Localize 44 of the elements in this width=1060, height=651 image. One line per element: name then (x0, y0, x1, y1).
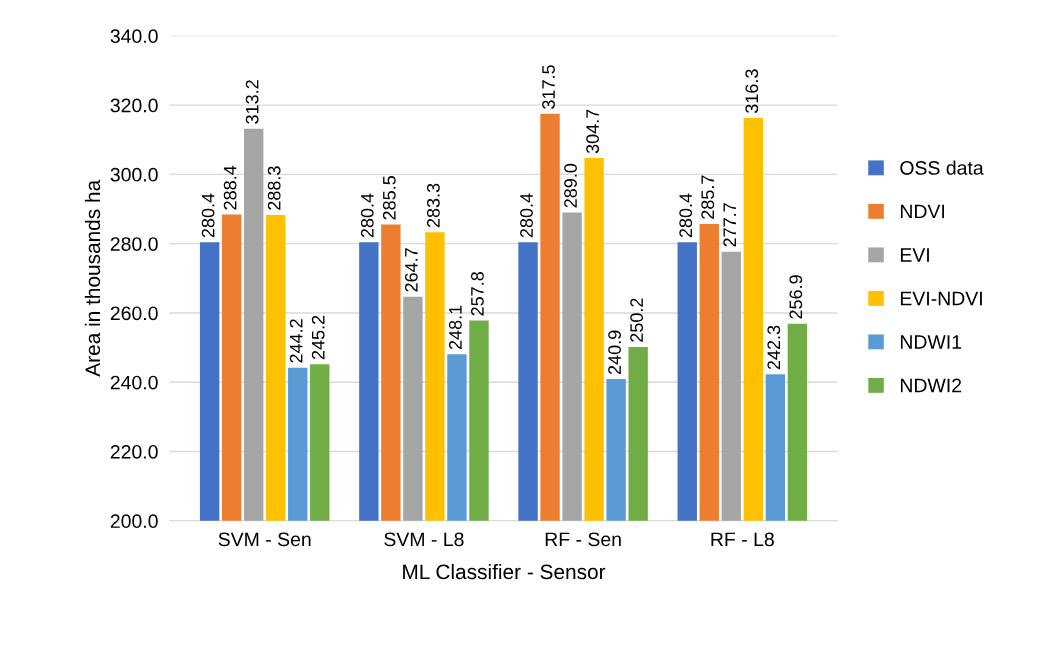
text: 280.4 (360, 193, 374, 238)
text: 256.9 (789, 275, 803, 319)
text: 277.7 (723, 203, 736, 247)
text: 285.5 (382, 176, 396, 220)
legend-label: NDWI2 (900, 378, 962, 393)
text: 248.1 (449, 305, 462, 350)
text: 317.5 (542, 65, 555, 109)
y-tick-label: 340.0 (110, 29, 158, 44)
text: 288.4 (223, 165, 237, 210)
legend-label: OSS data (900, 160, 984, 175)
text: 244.2 (289, 319, 303, 363)
text: 285.7 (701, 175, 715, 219)
text: 313.2 (245, 80, 259, 124)
text: 280.4 (520, 193, 533, 238)
text: 288.3 (267, 166, 281, 210)
x-axis-title: ML Classifier - Sensor (403, 563, 606, 580)
text: 289.0 (564, 163, 577, 208)
y-tick-label: 280.0 (110, 237, 158, 251)
text: 257.8 (471, 272, 484, 316)
y-tick-label: 200.0 (110, 514, 158, 529)
text: 283.3 (426, 183, 440, 228)
y-tick-label: 240.0 (110, 375, 158, 390)
y-tick-label: 220.0 (110, 444, 158, 459)
legend-label: EVI-NDVI (900, 291, 982, 306)
text: 242.3 (767, 325, 781, 370)
x-tick-label: RF - Sen (545, 532, 621, 547)
x-tick-label: SVM - L8 (384, 532, 464, 547)
y-tick-label: 320.0 (110, 98, 158, 113)
text: 245.2 (311, 315, 325, 360)
text: 280.4 (679, 193, 693, 238)
x-tick-label: RF - L8 (711, 532, 774, 547)
text: 240.9 (608, 330, 621, 375)
text: 264.7 (404, 248, 418, 292)
legend-label: NDWI1 (900, 335, 962, 349)
y-axis-title: Area in thousands ha (84, 179, 101, 377)
text: 280.4 (201, 193, 215, 238)
y-tick-label: 260.0 (110, 306, 158, 321)
legend-label: NDVI (900, 204, 945, 219)
text: 316.3 (745, 69, 759, 114)
y-tick-label: 300.0 (110, 167, 158, 182)
x-tick-label: SVM - Sen (218, 532, 311, 547)
text: 304.7 (586, 109, 599, 154)
legend-label: EVI (900, 248, 929, 262)
text: 250.2 (630, 298, 643, 342)
